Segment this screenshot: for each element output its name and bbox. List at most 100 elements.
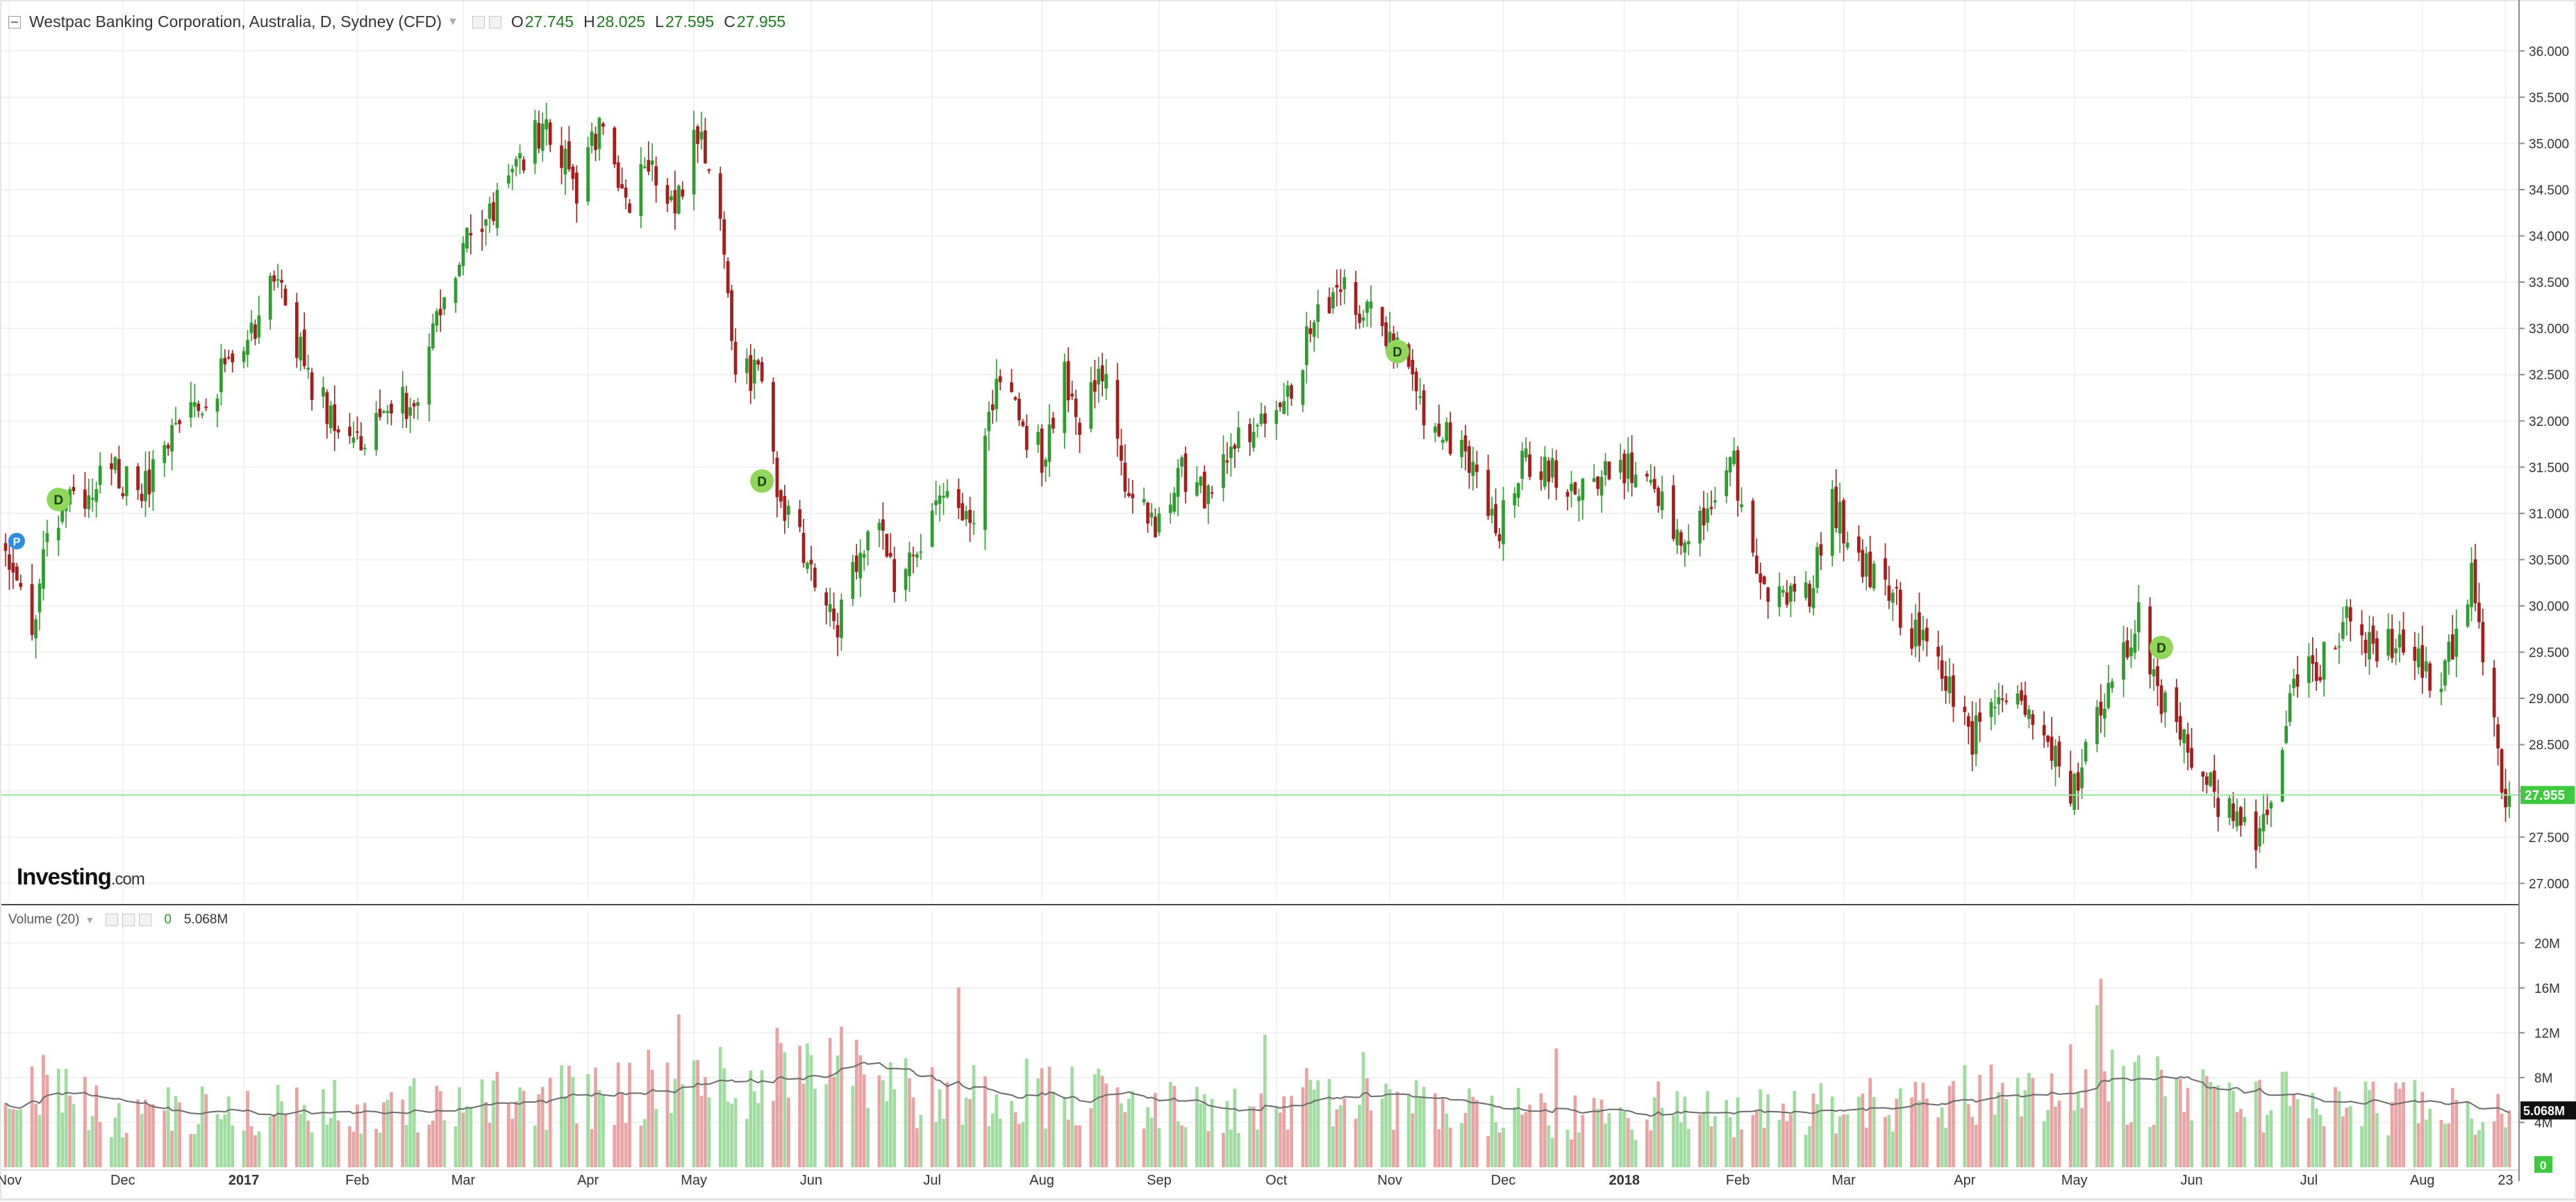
- candle-body[interactable]: [2258, 828, 2261, 846]
- candle-body[interactable]: [2416, 648, 2420, 668]
- candle-body[interactable]: [726, 261, 730, 293]
- candle-body[interactable]: [2057, 741, 2061, 767]
- candle-body[interactable]: [2386, 629, 2391, 656]
- candle-body[interactable]: [888, 552, 892, 557]
- candle-body[interactable]: [665, 185, 670, 204]
- volume-bar[interactable]: [1468, 1088, 1471, 1167]
- candle-body[interactable]: [2390, 629, 2394, 659]
- candle-body[interactable]: [540, 124, 545, 151]
- volume-bar[interactable]: [1845, 1114, 1850, 1167]
- volume-bar[interactable]: [178, 1102, 181, 1167]
- candle-body[interactable]: [1440, 440, 1445, 443]
- volume-bar[interactable]: [1354, 1119, 1358, 1167]
- candle-body[interactable]: [2424, 661, 2428, 672]
- candle-body[interactable]: [1565, 491, 1570, 497]
- volume-bar[interactable]: [322, 1089, 325, 1167]
- candle-body[interactable]: [2363, 639, 2368, 654]
- volume-bar[interactable]: [192, 1134, 197, 1167]
- candle-body[interactable]: [1891, 593, 1895, 603]
- volume-bar[interactable]: [249, 1126, 254, 1167]
- candle-body[interactable]: [730, 290, 733, 341]
- volume-bar[interactable]: [2000, 1082, 2004, 1167]
- candle-body[interactable]: [1952, 675, 1955, 707]
- volume-bar[interactable]: [696, 1060, 699, 1167]
- candle-body[interactable]: [1596, 476, 1599, 489]
- candle-body[interactable]: [1248, 424, 1252, 443]
- volume-bar[interactable]: [1142, 1128, 1146, 1167]
- candle-body[interactable]: [854, 555, 858, 573]
- volume-bar[interactable]: [1634, 1139, 1638, 1167]
- volume-bar[interactable]: [1842, 1114, 1845, 1167]
- volume-bar[interactable]: [1199, 1103, 1203, 1167]
- candle-body[interactable]: [2254, 812, 2258, 850]
- volume-bar[interactable]: [2031, 1078, 2035, 1167]
- volume-bar[interactable]: [302, 1105, 306, 1167]
- candle-body[interactable]: [1131, 493, 1135, 499]
- candle-body[interactable]: [110, 463, 113, 470]
- candle-body[interactable]: [1838, 502, 1842, 534]
- candle-body[interactable]: [2023, 695, 2027, 715]
- volume-bar[interactable]: [390, 1092, 393, 1167]
- candle-body[interactable]: [442, 297, 447, 310]
- candle-body[interactable]: [639, 164, 643, 217]
- candle-body[interactable]: [613, 127, 617, 165]
- candle-body[interactable]: [919, 551, 923, 553]
- volume-bar[interactable]: [722, 1068, 726, 1167]
- volume-bar[interactable]: [828, 1037, 832, 1167]
- volume-bar[interactable]: [435, 1085, 439, 1167]
- volume-bar[interactable]: [2337, 1091, 2341, 1167]
- volume-bar[interactable]: [1074, 1125, 1078, 1167]
- volume-bar[interactable]: [1316, 1080, 1320, 1167]
- candle-body[interactable]: [548, 122, 552, 145]
- volume-bar[interactable]: [942, 1119, 945, 1167]
- volume-bar[interactable]: [1604, 1123, 1607, 1167]
- volume-bar[interactable]: [2175, 1077, 2179, 1167]
- volume-bar[interactable]: [442, 1120, 447, 1167]
- candle-body[interactable]: [1490, 509, 1494, 516]
- volume-bar[interactable]: [1312, 1089, 1316, 1167]
- volume-bar[interactable]: [38, 1114, 42, 1167]
- volume-bar[interactable]: [68, 1095, 72, 1167]
- candle-body[interactable]: [1411, 359, 1415, 374]
- volume-bar[interactable]: [836, 1055, 840, 1167]
- candle-body[interactable]: [2334, 648, 2337, 650]
- candle-body[interactable]: [1520, 450, 1524, 479]
- volume-bar[interactable]: [359, 1133, 363, 1167]
- candle-body[interactable]: [779, 490, 783, 502]
- volume-bar[interactable]: [597, 1089, 601, 1167]
- candle-body[interactable]: [1070, 393, 1074, 397]
- volume-bar[interactable]: [1528, 1104, 1531, 1167]
- volume-bar[interactable]: [1044, 1128, 1047, 1167]
- event-marker[interactable]: [1385, 339, 1409, 363]
- volume-bar[interactable]: [1380, 1098, 1384, 1167]
- candle-body[interactable]: [2201, 771, 2205, 777]
- candle-body[interactable]: [676, 186, 681, 214]
- volume-bar[interactable]: [1856, 1096, 1861, 1167]
- candle-body[interactable]: [276, 279, 280, 281]
- candle-body[interactable]: [760, 362, 764, 381]
- volume-bar[interactable]: [2099, 978, 2103, 1167]
- volume-bar[interactable]: [707, 1097, 711, 1167]
- candle-body[interactable]: [1762, 576, 1766, 584]
- candle-body[interactable]: [1183, 453, 1188, 492]
- volume-bar[interactable]: [840, 1026, 843, 1167]
- candle-body[interactable]: [2375, 638, 2379, 662]
- candle-body[interactable]: [1777, 586, 1781, 607]
- volume-bar[interactable]: [2390, 1101, 2394, 1167]
- candle-body[interactable]: [2280, 750, 2284, 802]
- candle-body[interactable]: [1554, 460, 1559, 488]
- candle-body[interactable]: [1089, 382, 1093, 429]
- candle-body[interactable]: [956, 489, 961, 509]
- candle-body[interactable]: [2507, 795, 2511, 807]
- volume-bar[interactable]: [749, 1070, 753, 1167]
- volume-bar[interactable]: [858, 1055, 863, 1167]
- candle-body[interactable]: [2216, 798, 2220, 817]
- candle-body[interactable]: [1172, 493, 1177, 512]
- candle-body[interactable]: [254, 324, 257, 339]
- volume-bar[interactable]: [1547, 1125, 1551, 1167]
- candle-body[interactable]: [329, 405, 333, 429]
- volume-bar[interactable]: [2307, 1118, 2311, 1167]
- candle-body[interactable]: [223, 358, 227, 365]
- volume-bar[interactable]: [1229, 1130, 1233, 1167]
- candle-body[interactable]: [1494, 504, 1497, 534]
